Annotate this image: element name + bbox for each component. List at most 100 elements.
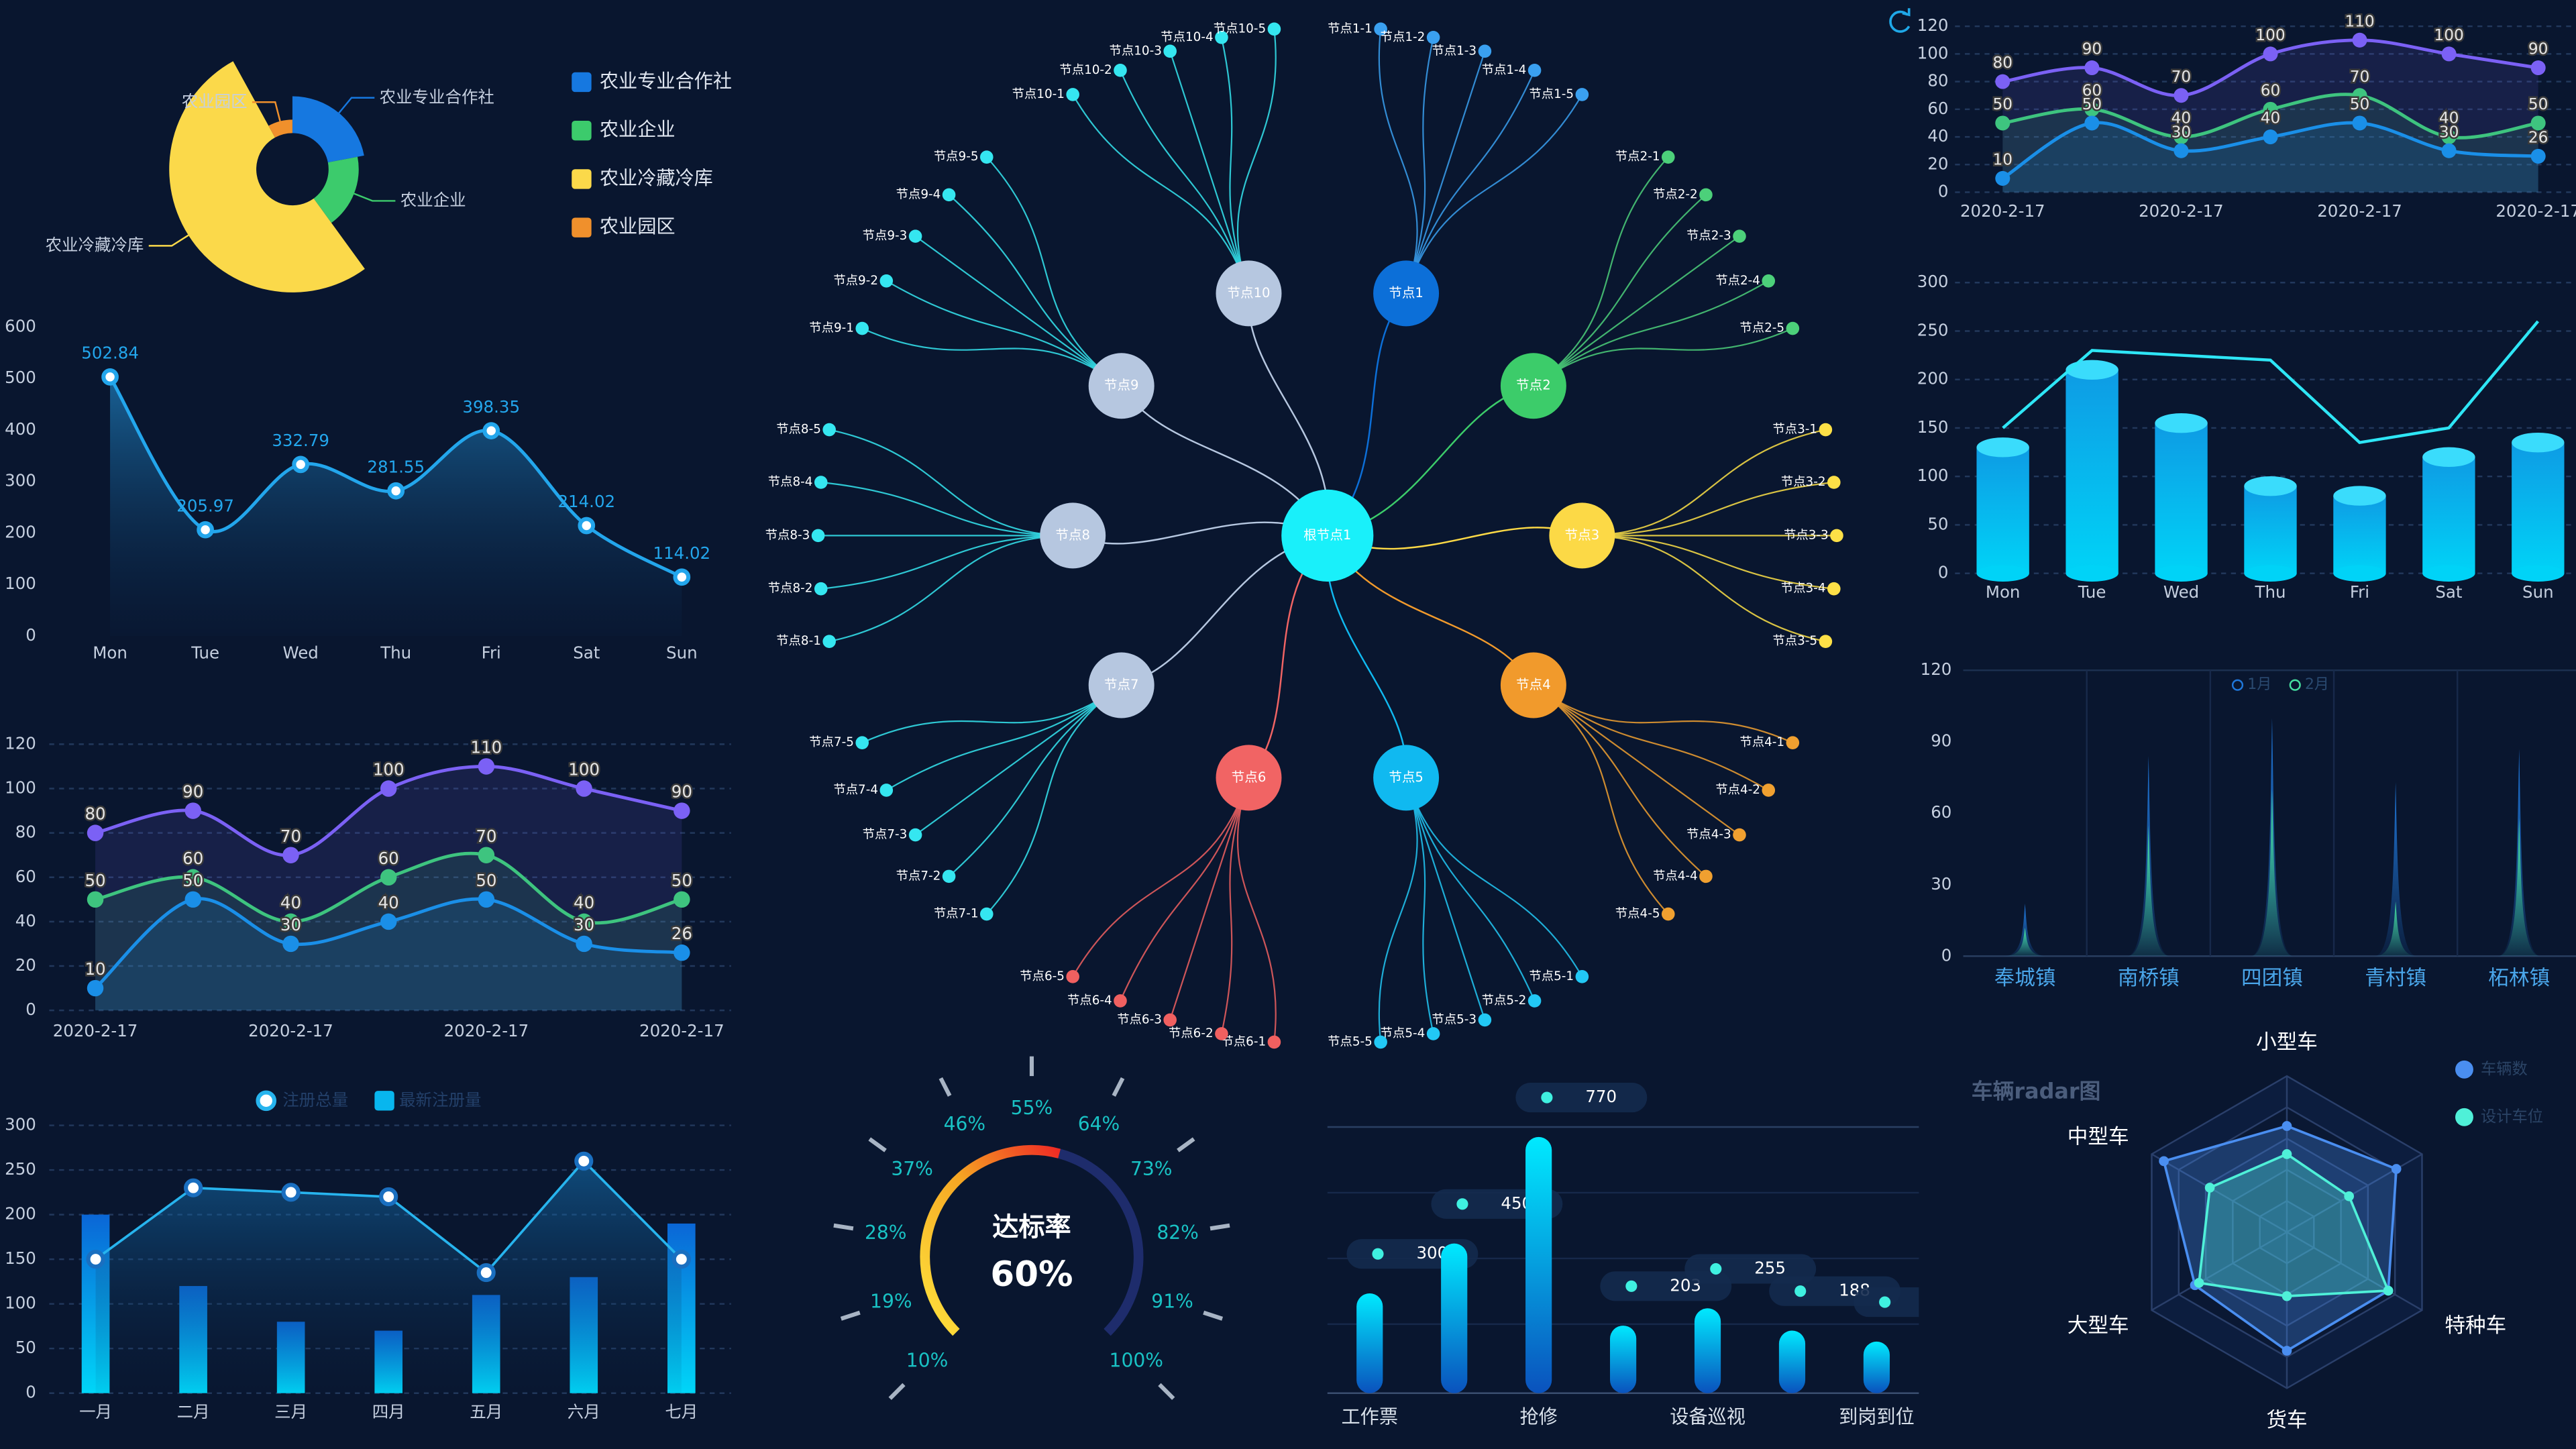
leaf-label: 节点9-4 — [896, 187, 941, 201]
leaf-label: 节点5-1 — [1529, 969, 1574, 983]
point — [86, 1250, 105, 1269]
x-tick-label: Thu — [380, 643, 411, 663]
leaf-label: 节点9-2 — [833, 274, 878, 288]
leaf-node — [1762, 274, 1776, 288]
point — [197, 521, 214, 539]
point — [578, 517, 596, 535]
value-label: 50 — [672, 871, 692, 890]
edge — [914, 684, 1122, 836]
branch-node — [1040, 502, 1106, 569]
point — [282, 913, 299, 930]
edge — [1119, 777, 1250, 1002]
point — [184, 1178, 203, 1197]
bar-bottom — [2422, 565, 2475, 582]
point — [576, 913, 592, 930]
leaf-label: 节点4-5 — [1615, 907, 1660, 921]
line — [2002, 320, 2540, 444]
value-label: 50 — [2528, 95, 2548, 113]
bar — [1356, 1293, 1383, 1393]
x-tick-label: 2020-2-17 — [2317, 201, 2402, 221]
y-tick-label: 100 — [1917, 466, 1949, 485]
radar-point — [2159, 1156, 2169, 1167]
value-label: 205.97 — [176, 496, 234, 515]
y-tick-label: 20 — [15, 955, 36, 975]
leaf-label: 节点7-5 — [809, 735, 854, 749]
bar — [1525, 1136, 1552, 1393]
x-tick-label: 工作票 — [1342, 1405, 1398, 1428]
legend-label: 最新注册量 — [399, 1090, 481, 1110]
slice-label: 农业企业 — [400, 190, 466, 209]
leaf-label: 节点10-1 — [1012, 87, 1065, 101]
x-tick-label: 青村镇 — [2365, 967, 2426, 990]
value-dot — [1879, 1296, 1891, 1308]
leaf-label: 节点6-3 — [1117, 1012, 1162, 1026]
leaf-label: 节点1-5 — [1529, 87, 1574, 101]
x-tick-label: 柘林镇 — [2488, 967, 2550, 990]
edge — [1378, 777, 1418, 1042]
y-tick-label: 250 — [1917, 320, 1949, 339]
point — [87, 891, 104, 908]
gauge-tick — [1210, 1223, 1230, 1231]
y-tick-label: 60 — [1927, 99, 1948, 118]
point — [2352, 32, 2367, 48]
indicator-label: 小型车 — [2256, 1031, 2318, 1055]
leaf-label: 节点10-3 — [1110, 44, 1162, 58]
bar — [2155, 423, 2208, 574]
value-label: 50 — [1993, 95, 2013, 113]
value-label: 50 — [476, 871, 496, 890]
x-tick-label: 2020-2-17 — [248, 1021, 333, 1040]
leaf-node — [1733, 229, 1746, 243]
branch-node — [1216, 260, 1282, 327]
value-label: 70 — [280, 826, 301, 846]
leaf-label: 节点1-1 — [1328, 21, 1373, 36]
leaf-node — [1215, 30, 1228, 44]
leaf-node — [1762, 784, 1776, 797]
edge — [985, 684, 1122, 915]
radar-point — [2282, 1149, 2292, 1159]
y-tick-label: 80 — [15, 822, 36, 842]
leaf-label: 节点2-1 — [1615, 150, 1660, 164]
radar-point — [2282, 1121, 2292, 1131]
leaf-label: 节点3-4 — [1781, 582, 1826, 596]
value-label: 100 — [2255, 26, 2285, 44]
branch-label: 节点8 — [1055, 527, 1090, 543]
point — [380, 869, 397, 885]
leaf-label: 节点10-5 — [1214, 21, 1266, 36]
legend-label: 设计车位 — [2481, 1108, 2543, 1126]
value-label: 40 — [2171, 109, 2192, 127]
value-label: 26 — [672, 924, 692, 943]
radar-point — [2194, 1278, 2204, 1288]
gauge-value: 60% — [990, 1254, 1073, 1295]
point — [2441, 46, 2457, 62]
x-tick-label: Tue — [191, 643, 219, 663]
x-tick-label: 六月 — [568, 1402, 600, 1421]
gauge-tick — [1177, 1137, 1195, 1152]
y-tick-label: 100 — [5, 1293, 36, 1313]
gauge-tick-label: 46% — [944, 1113, 986, 1135]
point — [184, 802, 201, 819]
y-tick-label: 300 — [5, 471, 36, 490]
edge — [1533, 235, 1740, 387]
leader-line — [354, 193, 396, 202]
branch-label: 节点10 — [1227, 285, 1270, 301]
legend-label: 车辆数 — [2481, 1060, 2528, 1078]
point — [282, 935, 299, 953]
bar-bottom — [1976, 565, 2029, 582]
point — [2084, 101, 2100, 117]
legend-swatch — [572, 217, 592, 237]
y-tick-label: 60 — [1931, 802, 1951, 822]
edge — [1533, 684, 1740, 836]
value-label: 30 — [2439, 123, 2459, 141]
leaf-label: 节点3-1 — [1772, 423, 1817, 437]
branch-label: 节点7 — [1104, 677, 1139, 692]
edge — [1072, 777, 1250, 977]
edge — [1169, 777, 1250, 1020]
leaf-label: 节点10-4 — [1161, 30, 1213, 44]
peak — [2374, 782, 2417, 957]
value-label: 40 — [2439, 109, 2459, 127]
edge — [1533, 684, 1707, 877]
edge — [1582, 429, 1826, 537]
refresh-icon[interactable] — [1889, 8, 1911, 33]
point — [380, 913, 397, 930]
